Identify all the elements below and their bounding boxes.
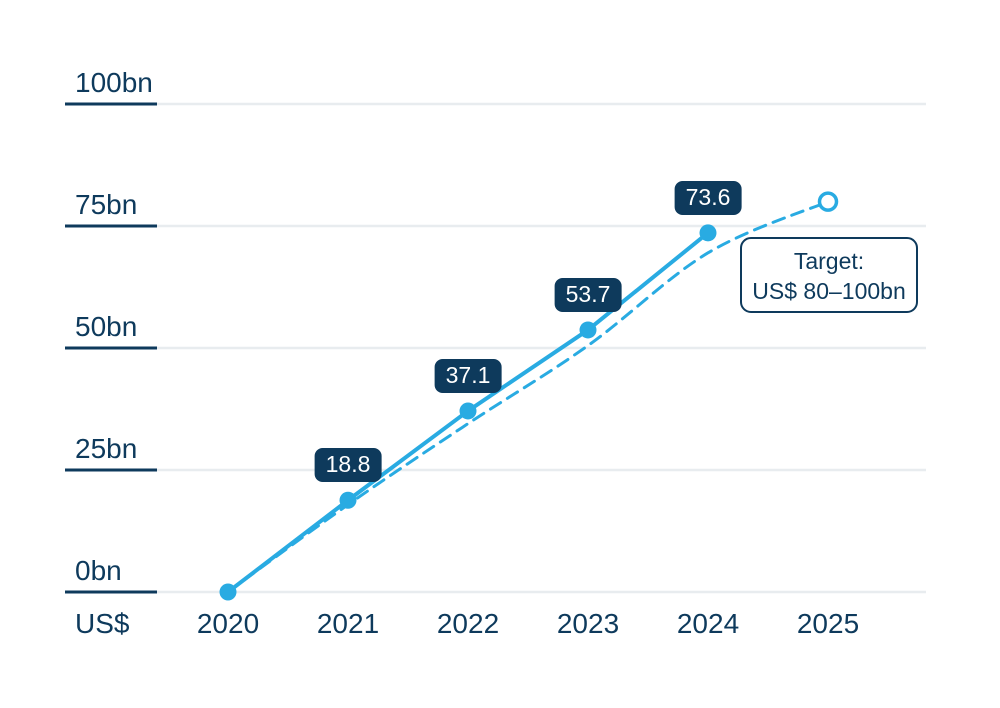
data-point-marker [699, 224, 717, 242]
target-trajectory-dashed-line [226, 200, 830, 594]
y-axis-tick-label: 25bn [75, 433, 138, 464]
x-axis-tick-label: 2022 [436, 608, 500, 639]
data-point-marker [339, 491, 357, 509]
data-point-marker [579, 321, 597, 339]
y-axis-tick-label: 75bn [75, 189, 138, 220]
target-open-circle-marker [817, 191, 839, 212]
x-axis-tick-label: 2025 [796, 608, 860, 639]
data-point-label: 53.7 [554, 277, 622, 312]
y-axis-tick-label: 0bn [75, 555, 122, 586]
data-point-label: 73.6 [674, 180, 742, 215]
data-point-label: 37.1 [434, 358, 502, 393]
data-point-marker [459, 402, 477, 420]
data-point-label: 18.8 [314, 448, 382, 483]
y-axis-tick-label: 50bn [75, 311, 138, 342]
data-point-marker [219, 583, 237, 601]
x-axis-tick-label: 2020 [196, 608, 260, 639]
target-annotation-line1: Target: [793, 248, 865, 274]
y-axis-tick-label: 100bn [75, 67, 153, 98]
x-axis-tick-label: 2021 [316, 608, 380, 639]
target-annotation-line2: US$ 80–100bn [752, 278, 906, 304]
target-annotation-box: Target: US$ 80–100bn [740, 237, 918, 313]
x-axis-tick-label: 2023 [556, 608, 620, 639]
x-axis-tick-label: 2024 [676, 608, 740, 639]
y-axis-unit-label: US$ [75, 608, 130, 639]
